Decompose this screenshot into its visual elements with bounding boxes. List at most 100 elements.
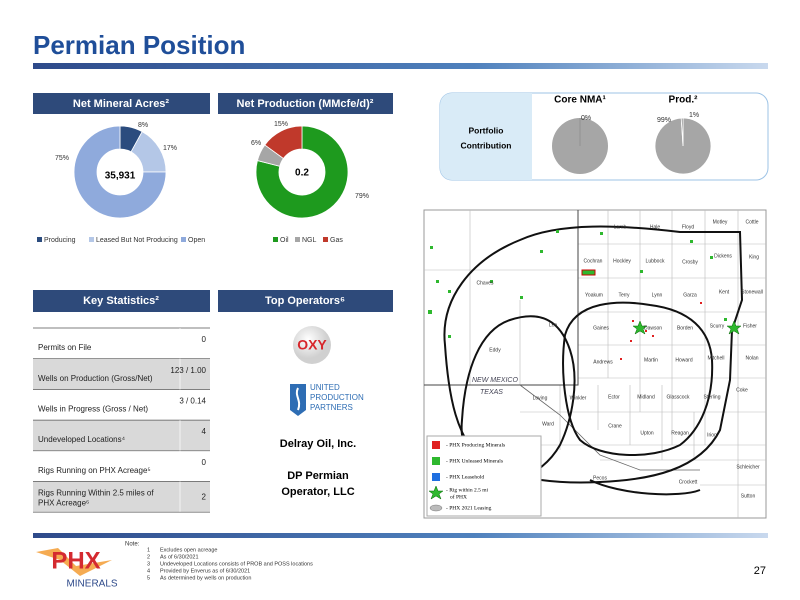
- producing-minerals: [581, 269, 596, 276]
- county-label: King: [749, 254, 759, 260]
- note-text: Undeveloped Locations consists of PROB a…: [160, 561, 313, 567]
- legend-label: NGL: [302, 237, 317, 244]
- row-value: 0: [202, 335, 207, 344]
- county-label: Pecos: [593, 475, 607, 481]
- county-label: Lubbock: [646, 258, 665, 264]
- county-label: Terry: [618, 292, 630, 298]
- panel-header: Key Statistics²: [83, 295, 159, 307]
- header-bg: [218, 93, 393, 114]
- county-label: Schleicher: [736, 464, 760, 470]
- note-number: 1: [147, 547, 150, 553]
- pie-title: Prod.²: [669, 95, 699, 106]
- legend-label: Oil: [280, 237, 289, 244]
- county-label: Crockett: [679, 479, 698, 485]
- legend-swatch: [295, 237, 300, 242]
- county-label: Nolan: [745, 355, 758, 361]
- legend-swatch: [432, 473, 440, 481]
- county-label: Ward: [542, 421, 554, 427]
- value-label: 1%: [689, 112, 699, 119]
- note-text: Provided by Enverus as of 6/30/2021: [160, 568, 250, 574]
- row-label: Rigs Running Within 2.5 miles of: [38, 489, 154, 498]
- county-label: Andrews: [593, 359, 613, 365]
- oxy-logo: [293, 326, 331, 364]
- note-number: 4: [147, 568, 150, 574]
- legend-label: Leased But Not Producing: [96, 237, 178, 244]
- county-label: Midland: [637, 394, 655, 400]
- row-bg: [33, 481, 210, 513]
- logo-text: OXY: [297, 337, 327, 353]
- map: NEW MEXICO TEXAS Cochran Hockley Lubbock Cr…: [423, 209, 767, 519]
- legend-text: - PHX Leasehold: [446, 474, 484, 480]
- note-text: Excludes open acreage: [160, 547, 217, 553]
- portfolio-label-bg: [440, 93, 532, 180]
- legend-label: Open: [188, 237, 205, 244]
- footer-bar: [33, 533, 768, 538]
- slice: [255, 125, 349, 219]
- legend-swatch: [432, 457, 440, 465]
- county-label: Upton: [640, 430, 654, 436]
- county-label: Crosby: [682, 259, 698, 265]
- portfolio-label: Portfolio: [469, 125, 504, 135]
- legend-swatch: [37, 237, 42, 242]
- row-label: Wells in Progress (Gross / Net): [38, 405, 148, 414]
- state-label: NEW MEXICO: [472, 377, 518, 384]
- legend-text: of PHX: [450, 493, 467, 500]
- county-label: Cottle: [745, 219, 758, 225]
- state-label: TEXAS: [480, 389, 503, 396]
- county-label: Loving: [533, 395, 548, 401]
- county-label: Howard: [675, 357, 692, 363]
- value-label: 75%: [55, 155, 69, 162]
- county-label: Ector: [608, 394, 620, 400]
- county-label: Cochran: [584, 258, 603, 264]
- county-label: Crane: [608, 423, 622, 429]
- county-label: Dickens: [714, 253, 732, 259]
- slice: [680, 117, 684, 147]
- note-number: 5: [147, 575, 150, 581]
- notes: 1 Excludes open acreage 2 As of 6/30/2021 3 U…: [147, 547, 313, 581]
- logo-text: PRODUCTION: [310, 393, 364, 402]
- county-label: Scurry: [710, 323, 725, 329]
- row-label: Rigs Running on PHX Acreage⁵: [38, 466, 151, 475]
- legend-swatch: [429, 504, 443, 512]
- value-label: 79%: [355, 193, 369, 200]
- value-label: 8%: [138, 122, 148, 129]
- county-label: Yoakum: [585, 292, 603, 298]
- county-label: Lynn: [652, 292, 663, 298]
- legend-swatch: [273, 237, 278, 242]
- map-legend: [426, 435, 542, 517]
- county-label: Mitchell: [708, 355, 725, 361]
- upp-logo: [295, 387, 301, 411]
- value-label: 99%: [657, 117, 671, 124]
- note-number: 2: [147, 554, 150, 560]
- value-label: 0%: [581, 115, 591, 122]
- county-label: Gaines: [593, 325, 609, 331]
- value-label: 6%: [251, 140, 261, 147]
- logo-text: PARTNERS: [310, 403, 353, 412]
- rig-marker: [726, 320, 742, 335]
- donut-center: 0.2: [295, 168, 309, 179]
- panel-header: Net Production (MMcfe/d)²: [237, 98, 374, 110]
- unleased-minerals: [428, 230, 727, 338]
- row-label: PHX Acreage⁶: [38, 499, 89, 508]
- county-label: Floyd: [682, 224, 694, 230]
- county-label: Sterling: [704, 394, 721, 400]
- slice: [264, 125, 303, 160]
- panel-header: Net Mineral Acres²: [73, 98, 170, 110]
- header-bg: [33, 93, 210, 114]
- basin-outline: [562, 301, 714, 457]
- county-label: Coke: [736, 387, 748, 393]
- page-number: 27: [754, 565, 766, 577]
- operator-name: Operator, LLC: [281, 486, 354, 498]
- row-label: Undeveloped Locations⁴: [38, 435, 126, 444]
- logo-text: UNITED: [310, 383, 340, 392]
- note-text: As of 6/30/2021: [160, 554, 199, 560]
- row-value: 3 / 0.14: [179, 397, 206, 406]
- legend-label: Producing: [44, 237, 76, 244]
- value-label: 17%: [163, 145, 177, 152]
- legend-swatch: [323, 237, 328, 242]
- county-label: Glasscock: [666, 394, 690, 400]
- river: [519, 384, 700, 471]
- county-lines: [424, 210, 766, 518]
- county-label: Winkler: [570, 395, 587, 401]
- county-label: Sutton: [741, 493, 756, 499]
